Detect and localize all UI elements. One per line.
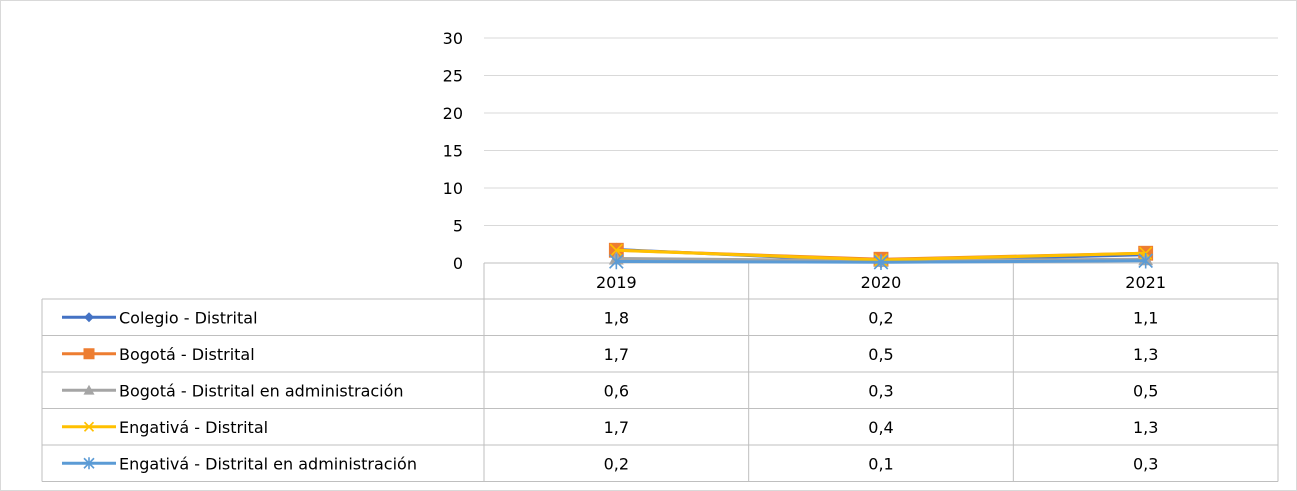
legend-key-marker — [83, 348, 95, 360]
data-value-label: 1,3 — [1133, 418, 1158, 437]
series-label: Colegio - Distrital — [119, 308, 258, 327]
data-value-label: 0,5 — [868, 345, 893, 364]
data-value-label: 1,7 — [604, 418, 629, 437]
data-value-label: 0,2 — [604, 454, 629, 473]
data-value-label: 1,3 — [1133, 345, 1158, 364]
x-tick-label: 2021 — [1125, 273, 1166, 292]
y-tick-label: 5 — [453, 217, 463, 236]
x-tick-label: 2019 — [596, 273, 637, 292]
series-label: Engativá - Distrital — [119, 418, 268, 437]
legend-key-marker — [83, 457, 95, 470]
data-point — [873, 254, 889, 270]
legend-key-marker — [84, 312, 94, 323]
y-tick-label: 30 — [443, 29, 463, 48]
data-table: 2019 2020 2021 Colegio - Distrital 1,8 0,2 1,1… — [41, 262, 1279, 482]
y-tick-label: 25 — [443, 67, 463, 86]
series-label: Bogotá - Distrital — [119, 345, 255, 364]
data-value-label: 0,1 — [868, 454, 893, 473]
y-tick-label: 15 — [443, 142, 463, 161]
y-tick-label: 10 — [443, 179, 463, 198]
data-value-label: 0,5 — [1133, 381, 1158, 400]
data-point — [609, 253, 624, 270]
data-point — [1138, 253, 1153, 269]
data-value-label: 0,4 — [868, 418, 893, 437]
legend-key-marker — [83, 421, 95, 432]
series-label: Bogotá - Distrital en administración — [119, 381, 404, 400]
y-tick-label: 0 — [453, 254, 463, 273]
data-value-label: 1,8 — [604, 308, 629, 327]
gridlines — [484, 37, 1278, 226]
data-point — [609, 243, 623, 257]
plot-area — [608, 242, 1154, 270]
y-axis: 0 5 10 15 20 25 30 — [443, 29, 463, 273]
x-tick-label: 2020 — [861, 273, 902, 292]
data-value-label: 1,7 — [604, 345, 629, 364]
y-tick-label: 20 — [443, 104, 463, 123]
data-value-label: 1,1 — [1133, 308, 1158, 327]
legend-key-marker — [83, 384, 95, 395]
series-label: Engativá - Distrital en administración — [119, 454, 417, 473]
data-value-label: 0,3 — [868, 381, 893, 400]
data-value-label: 0,3 — [1133, 454, 1158, 473]
data-value-label: 0,2 — [868, 308, 893, 327]
data-value-label: 0,6 — [604, 381, 629, 400]
